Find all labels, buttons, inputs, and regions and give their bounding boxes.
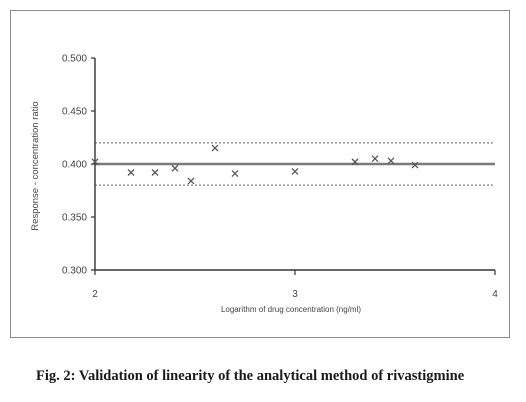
y-tick-label: 0.300 [62, 266, 87, 277]
x-axis-label: Logarithm of drug concentration (ng/ml) [221, 305, 361, 314]
data-point [187, 177, 195, 185]
y-tick-label: 0.450 [62, 107, 87, 118]
data-point-stroke [171, 164, 179, 172]
y-axis-label: Response - concentration ratio [30, 101, 41, 230]
data-point-stroke [291, 167, 299, 175]
x-tick-label: 4 [492, 289, 498, 300]
data-point-stroke [411, 161, 419, 169]
y-tick-label: 0.500 [62, 54, 87, 65]
y-tick-label: 0.350 [62, 213, 87, 224]
data-point-stroke [151, 169, 159, 176]
data-point [231, 170, 239, 177]
data-point [291, 167, 299, 175]
data-point [211, 144, 219, 152]
data-point-stroke [387, 157, 395, 165]
data-point [151, 169, 159, 176]
data-point [387, 157, 395, 165]
data-point [91, 158, 99, 166]
data-point-stroke [371, 155, 379, 163]
data-point-stroke [351, 158, 359, 166]
tick-marks [91, 57, 496, 275]
x-tick-label: 3 [292, 289, 298, 300]
data-point-stroke [127, 169, 135, 176]
data-point-stroke [211, 144, 219, 152]
data-points [91, 144, 419, 185]
data-point [351, 158, 359, 166]
tick-labels: 0.300 0.350 0.400 0.450 0.500 2 3 4 [62, 54, 498, 301]
figure-caption: Fig. 2: Validation of linearity of the a… [36, 368, 465, 384]
y-tick-label: 0.400 [62, 160, 87, 171]
data-point-stroke [231, 170, 239, 177]
data-point [371, 155, 379, 163]
x-tick-label: 2 [92, 289, 98, 300]
data-point-stroke [187, 177, 195, 185]
data-point [411, 161, 419, 169]
data-point-stroke [91, 158, 99, 166]
data-point [127, 169, 135, 176]
chart-frame [10, 10, 510, 338]
data-point [171, 164, 179, 172]
reference-lines [95, 142, 495, 186]
